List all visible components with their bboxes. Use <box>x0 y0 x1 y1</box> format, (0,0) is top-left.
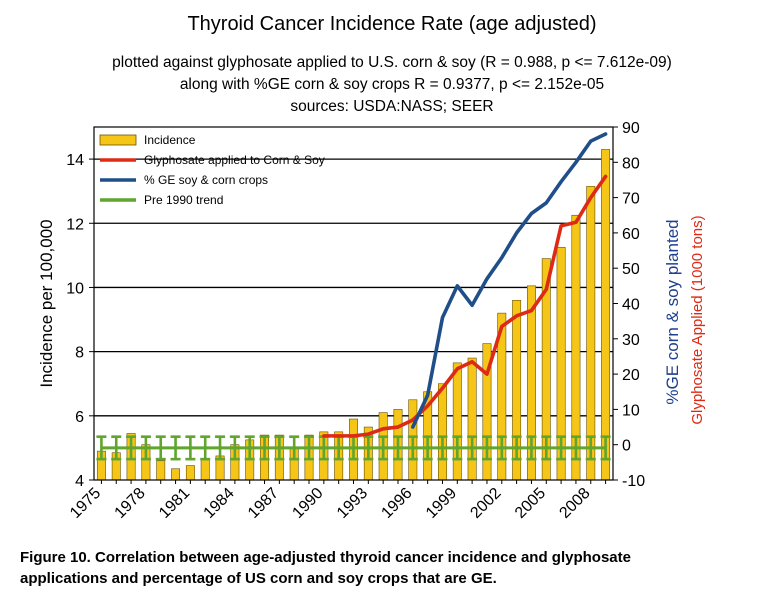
bar-incidence <box>438 383 447 481</box>
x-tick-label: 2002 <box>467 485 504 522</box>
y2-axis-label-glyphosate: Glyphosate Applied (1000 tons) <box>689 215 706 424</box>
line-ge-crops <box>411 132 608 429</box>
y2-tick-label: 10 <box>622 402 640 419</box>
chart-subtitle-line-2: along with %GE corn & soy crops R = 0.93… <box>180 76 604 93</box>
gridlines <box>94 158 613 417</box>
x-tick-label: 2005 <box>512 485 549 522</box>
bar-incidence <box>200 458 210 481</box>
y-axis-label: Incidence per 100,000 <box>37 219 56 387</box>
x-tick-label: 1987 <box>245 485 282 522</box>
bar-incidence <box>185 465 195 481</box>
chart-subtitle-line-1: plotted against glyphosate applied to U.… <box>112 54 672 71</box>
y2-axis-label-ge: %GE corn & soy planted <box>663 219 682 404</box>
x-tick-label: 2008 <box>556 485 593 522</box>
figure-caption-line-2: applications and percentage of US corn a… <box>20 570 497 587</box>
y2-tick-label: 0 <box>622 438 631 455</box>
x-tick-label: 1999 <box>423 485 460 522</box>
y-tick-label: 8 <box>75 345 84 362</box>
line-glyphosate <box>322 174 608 438</box>
y2-tick-label: 50 <box>622 261 640 278</box>
x-tick-label: 1978 <box>112 485 149 522</box>
y-tick-label: 4 <box>75 473 84 490</box>
y2-tick-label: 90 <box>622 120 640 137</box>
bar-incidence <box>601 149 611 481</box>
bar-incidence <box>171 468 181 481</box>
chart-subtitle-line-3: sources: USDA:NASS; SEER <box>290 98 493 115</box>
x-tick-label: 1975 <box>67 485 104 522</box>
bar-incidence <box>156 460 166 481</box>
x-tick-label: 1981 <box>156 485 193 522</box>
y-tick-label: 6 <box>75 409 84 426</box>
y-tick-label: 14 <box>66 152 84 169</box>
x-tick-label: 1996 <box>378 485 415 522</box>
figure-caption-line-1: Figure 10. Correlation between age-adjus… <box>20 549 631 566</box>
legend-label: Pre 1990 trend <box>144 193 223 207</box>
y2-tick-label: 40 <box>622 297 640 314</box>
y2-tick-label: 70 <box>622 191 640 208</box>
y2-tick-label: 20 <box>622 367 640 384</box>
y2-tick-label: 30 <box>622 332 640 349</box>
series-lines <box>322 132 608 438</box>
legend-swatch <box>99 134 137 146</box>
legend: Incidence Glyphosate applied to Corn & So… <box>99 133 325 207</box>
x-tick-label: 1990 <box>289 485 326 522</box>
legend-label: Incidence <box>144 133 196 147</box>
bar-incidence <box>452 362 462 481</box>
legend-label: % GE soy & corn crops <box>144 173 268 187</box>
legend-label: Glyphosate applied to Corn & Soy <box>144 153 325 167</box>
y-tick-label: 12 <box>66 216 84 233</box>
bar-incidence <box>467 357 477 481</box>
y2-tick-label: 80 <box>622 155 640 172</box>
x-tick-label: 1984 <box>201 485 238 522</box>
x-tick-label: 1993 <box>334 485 371 522</box>
y2-tick-label: -10 <box>622 473 645 490</box>
chart-title: Thyroid Cancer Incidence Rate (age adjus… <box>187 13 596 35</box>
pre-1990-trend <box>96 435 611 461</box>
y2-tick-label: 60 <box>622 226 640 243</box>
y-tick-label: 10 <box>66 280 84 297</box>
